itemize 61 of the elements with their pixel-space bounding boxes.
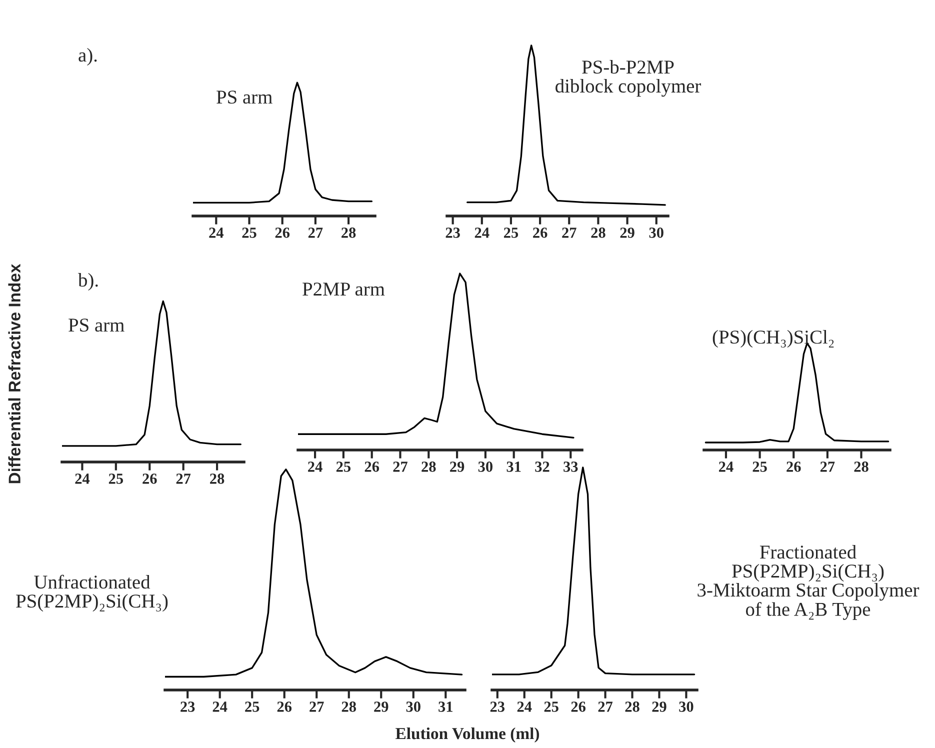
x-tick-label: 28	[342, 702, 356, 712]
annotation: P2MP arm	[302, 282, 385, 296]
x-tick-label: 27	[176, 474, 191, 484]
x-tick-label: 32	[535, 462, 550, 472]
x-tick-label: 27	[308, 228, 323, 238]
x-tick-label: 24	[718, 462, 734, 472]
x-tick-label: 25	[336, 462, 351, 472]
x-tick-label: 26	[275, 228, 290, 238]
x-tick-label: 29	[652, 702, 666, 712]
x-tick-label: 25	[245, 702, 260, 712]
x-tick-label: 26	[142, 474, 157, 484]
text: Fractionated PS(P2MP)₂Si(CH₃) 3-Miktoarm Star Copolymer of the A₂B Type	[698, 545, 920, 620]
x-tick-label: 27	[562, 228, 576, 238]
text: b).	[78, 273, 98, 291]
x-tick-label: 27	[310, 702, 324, 712]
x-tick-label: 29	[620, 228, 634, 238]
x-tick-label: 24	[209, 228, 224, 238]
annotation: (PS)(CH₃)SiCl₂	[712, 330, 834, 348]
x-tick-label: 28	[854, 462, 868, 472]
x-tick-label: 26	[364, 462, 380, 472]
x-tick-label: 24	[212, 702, 228, 712]
x-tick-label: 30	[478, 462, 492, 472]
x-tick-label: 30	[649, 228, 664, 238]
annotation: Unfractionated PS(P2MP)₂Si(CH₃)	[16, 574, 168, 612]
x-tick-label: 31	[506, 462, 521, 472]
x-tick-label: 31	[438, 702, 452, 712]
x-tick-label: 30	[679, 702, 694, 712]
x-tick-label: 24	[75, 474, 90, 484]
annotation: PS arm	[216, 90, 272, 104]
x-tick-label: 28	[342, 228, 356, 238]
x-tick-label: 24	[308, 462, 322, 472]
x-tick-label: 25	[242, 228, 256, 238]
annotation: PS arm	[68, 318, 124, 332]
x-tick-label: 26	[533, 228, 548, 238]
x-tick-label: 26	[277, 702, 292, 712]
x-tick-label: 25	[544, 702, 558, 712]
x-tick-label: 25	[108, 474, 124, 484]
x-tick-label: 28	[591, 228, 606, 238]
text: a).	[78, 48, 97, 66]
x-tick-label: 33	[564, 462, 578, 472]
x-tick-label: 25	[752, 462, 767, 472]
x-tick-label: 25	[504, 228, 518, 238]
x-tick-label: 29	[374, 702, 388, 712]
x-tick-label: 26	[786, 462, 801, 472]
annotation: PS-b-P2MP diblock copolymer	[556, 60, 701, 97]
x-tick-label: 24	[517, 702, 532, 712]
x-tick-label: 28	[210, 474, 224, 484]
x-tick-label: 23	[180, 702, 195, 712]
y-axis-title: Differential Refractive Index	[8, 264, 20, 484]
x-tick-label: 27	[598, 702, 613, 712]
x-tick-label: 28	[422, 462, 436, 472]
x-tick-label: 26	[571, 702, 586, 712]
x-tick-label: 24	[474, 228, 490, 238]
x-tick-label: 27	[393, 462, 408, 472]
x-axis-title: Elution Volume (ml)	[396, 727, 540, 743]
x-tick-label: 29	[450, 462, 464, 472]
x-tick-label: 27	[820, 462, 835, 472]
x-tick-label: 28	[625, 702, 640, 712]
x-tick-label: 30	[406, 702, 420, 712]
x-tick-label: 23	[446, 228, 460, 238]
x-tick-label: 23	[490, 702, 505, 712]
